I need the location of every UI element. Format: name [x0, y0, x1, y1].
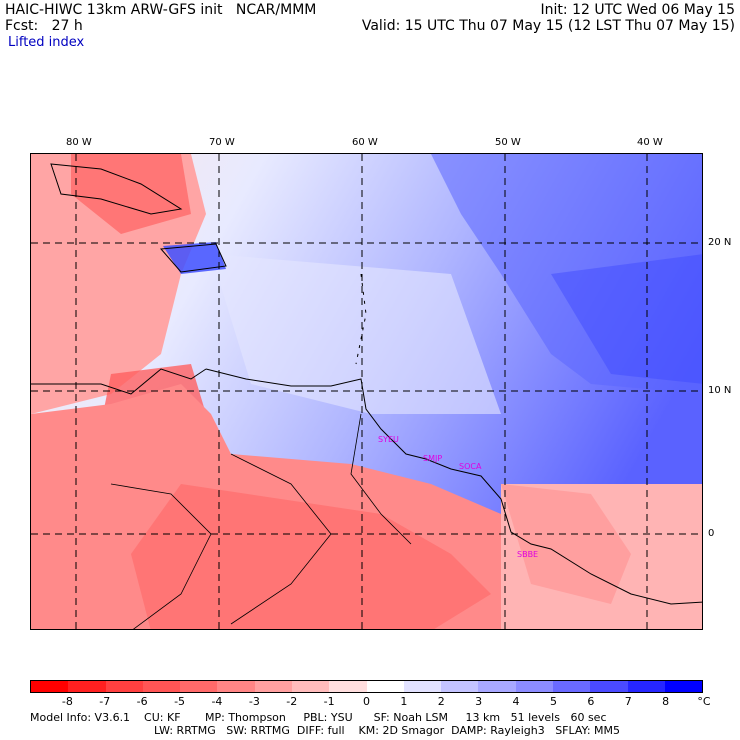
lon-label-50w: 50 W	[495, 137, 521, 148]
colorbar-swatch	[627, 681, 665, 692]
forecast-hour: Fcst: 27 h	[5, 18, 83, 34]
colorbar-tick-label: 3	[475, 695, 483, 708]
map-canvas	[31, 154, 702, 629]
cuba-outline	[50, 163, 183, 215]
unstable-brazil-coast	[501, 484, 631, 604]
chart-title: HAIC-HIWC 13km ARW-GFS init NCAR/MMM	[5, 2, 317, 18]
colorbar-swatch	[254, 681, 292, 692]
init-time: Init: 12 UTC Wed 06 May 15	[540, 2, 735, 18]
colorbar-swatch	[478, 681, 516, 692]
stable-region-northeast	[431, 154, 702, 394]
colorbar	[30, 680, 703, 693]
colorbar-unit: °C	[697, 695, 711, 708]
stable-core	[551, 254, 702, 384]
colorbar-tick-label: 5	[549, 695, 557, 708]
stable-hispaniola	[163, 242, 226, 274]
model-info-line1: Model Info: V3.6.1 CU: KF MP: Thompson P…	[30, 711, 607, 724]
station-syeu: SYEU	[378, 435, 399, 444]
colorbar-swatch	[366, 681, 404, 692]
colorbar-swatch	[31, 681, 69, 692]
south-america-coastline	[205, 368, 702, 605]
colorbar-tick-label: 0	[363, 695, 370, 708]
colorbar-tick-label: -8	[61, 695, 73, 708]
colorbar-swatch	[403, 681, 442, 692]
colorbar-tick-label: -1	[323, 695, 335, 708]
colorbar-swatch	[515, 681, 553, 692]
lon-label-40w: 40 W	[637, 137, 663, 148]
lon-label-70w: 70 W	[209, 137, 235, 148]
colorbar-swatch	[142, 681, 181, 692]
colorbar-swatch	[68, 681, 106, 692]
colorbar-tick-label: -7	[99, 695, 111, 708]
hispaniola-outline	[159, 243, 227, 273]
colorbar-tick-label: 8	[662, 695, 670, 708]
graticule	[31, 154, 702, 629]
colorbar-swatch	[664, 681, 703, 692]
colorbar-tick-label: 7	[624, 695, 632, 708]
colorbar-tick-label: 1	[400, 695, 408, 708]
colorbar-tick-label: -3	[248, 695, 260, 708]
colorbar-tick-label: -4	[211, 695, 223, 708]
colorbar-swatch	[217, 681, 255, 692]
field-name: Lifted index	[8, 35, 85, 50]
lat-label-20n: 20 N	[708, 237, 732, 248]
colorbar-swatch	[180, 681, 218, 692]
colorbar-tick-label: 4	[512, 695, 520, 708]
colorbar-tick-label: -6	[136, 695, 148, 708]
colorbar-tick-label: -2	[286, 695, 298, 708]
station-sbbe: SBBE	[517, 550, 539, 559]
colorbar-swatch	[441, 681, 479, 692]
colorbar-swatch	[291, 681, 330, 692]
colorbar-swatch	[329, 681, 367, 692]
valid-time: Valid: 15 UTC Thu 07 May 15 (12 LST Thu …	[361, 18, 735, 34]
colorbar-swatch	[552, 681, 591, 692]
lesser-antilles	[355, 273, 367, 365]
model-info-line2: LW: RRTMG SW: RRTMG DIFF: full KM: 2D Sm…	[154, 724, 620, 737]
lon-label-80w: 80 W	[66, 137, 92, 148]
unstable-amazon	[131, 484, 491, 629]
lat-label-eq: 0	[708, 528, 715, 539]
station-soca: SOCA	[459, 462, 482, 471]
unstable-cuba	[71, 154, 191, 234]
neutral-band	[211, 254, 501, 414]
country-border-2	[350, 413, 412, 545]
lifted-index-map: SYEU SMJP SOCA SBBE	[30, 153, 703, 630]
lon-label-60w: 60 W	[352, 137, 378, 148]
colorbar-tick-label: -5	[174, 695, 186, 708]
lat-label-10n: 10 N	[708, 385, 732, 396]
station-smjp: SMJP	[423, 454, 443, 463]
colorbar-tick-label: 6	[587, 695, 595, 708]
colorbar-tick-label: 2	[437, 695, 445, 708]
colorbar-swatch	[105, 681, 143, 692]
central-america-coastline	[31, 368, 207, 395]
colorbar-swatch	[590, 681, 628, 692]
